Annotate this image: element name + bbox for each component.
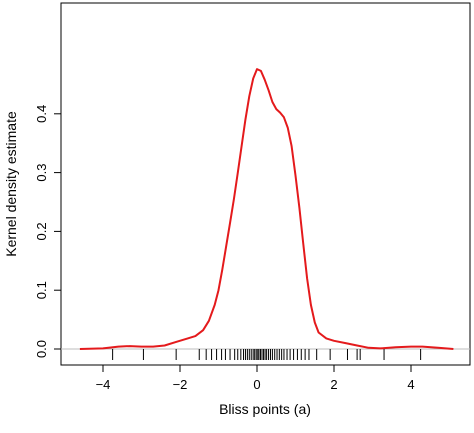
y-axis-title: Kernel density estimate	[3, 111, 19, 257]
y-tick-label: 0.1	[34, 281, 49, 299]
rug-marks	[112, 349, 422, 360]
y-tick-label: 0.4	[34, 105, 49, 123]
y-tick-label: 0.3	[34, 164, 49, 182]
x-axis: −4 −2 0 2 4	[96, 364, 415, 392]
plot-frame	[60, 2, 471, 366]
x-tick-label: 2	[330, 377, 337, 392]
x-axis-title: Bliss points (a)	[219, 401, 311, 417]
y-tick-label: 0.0	[34, 340, 49, 358]
y-axis: 0.0 0.1 0.2 0.3 0.4	[34, 105, 62, 358]
x-tick-label: −2	[173, 377, 188, 392]
density-curve	[79, 68, 454, 350]
x-tick-label: 4	[407, 377, 414, 392]
x-tick-label: 0	[253, 377, 260, 392]
x-tick-label: −4	[96, 377, 111, 392]
y-tick-label: 0.2	[34, 222, 49, 240]
